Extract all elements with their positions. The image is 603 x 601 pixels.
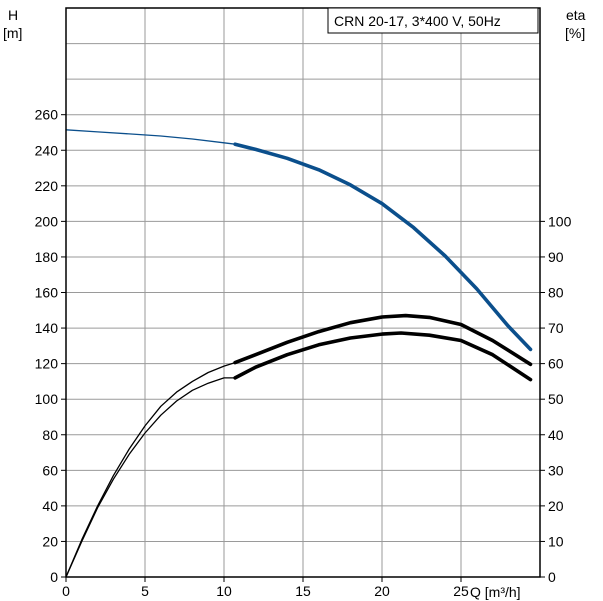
- y-axis-label-right: eta: [566, 7, 586, 23]
- series-2-operating-range: [233, 331, 533, 382]
- y-tick-label-right: 30: [548, 462, 564, 478]
- x-tick-label: 5: [141, 583, 149, 599]
- series-group: [65, 129, 533, 578]
- y-tick-label-left: 140: [35, 320, 59, 336]
- axes: 0 5 10 15 20 25020406080100120140160180200220…: [35, 107, 572, 599]
- title-frame: [327, 7, 539, 34]
- y-tick-label-left: 100: [35, 391, 59, 407]
- y-tick-label-left: 40: [42, 498, 58, 514]
- y-tick-label-left: 0: [50, 569, 58, 585]
- grid: [66, 8, 540, 577]
- y-tick-label-right: 50: [548, 391, 564, 407]
- y-tick-label-right: 40: [548, 427, 564, 443]
- y-tick-label-left: 260: [35, 107, 59, 123]
- y-tick-label-left: 80: [42, 427, 58, 443]
- y-tick-label-right: 60: [548, 356, 564, 372]
- chart-title: CRN 20-17, 3*400 V, 50Hz: [334, 13, 501, 29]
- y-tick-label-left: 200: [35, 213, 59, 229]
- y-axis-label-left: H: [8, 7, 18, 23]
- y-tick-label-right: 70: [548, 320, 564, 336]
- x-tick-label: 20: [374, 583, 390, 599]
- x-tick-label: 15: [295, 583, 311, 599]
- y-tick-label-left: 160: [35, 285, 59, 301]
- y-tick-label-right: 20: [548, 498, 564, 514]
- y-tick-label-right: 100: [548, 213, 572, 229]
- y-tick-label-left: 20: [42, 533, 58, 549]
- x-tick-label: 25: [453, 583, 469, 599]
- y-tick-label-right: 80: [548, 285, 564, 301]
- x-tick-label: 10: [216, 583, 232, 599]
- x-tick-label: 0: [62, 583, 70, 599]
- y-tick-label-right: 0: [548, 569, 556, 585]
- title-box: CRN 20-17, 3*400 V, 50Hz: [327, 7, 539, 34]
- y-tick-label-left: 180: [35, 249, 59, 265]
- x-axis-label: Q [m³/h]: [470, 584, 521, 600]
- y-axis-unit-right: [%]: [565, 25, 585, 41]
- y-axis-unit-left: [m]: [3, 25, 22, 41]
- y-tick-label-left: 120: [35, 356, 59, 372]
- y-tick-label-right: 90: [548, 249, 564, 265]
- y-tick-label-left: 240: [35, 142, 59, 158]
- series-1-operating-range: [233, 313, 533, 367]
- series-0-operating-range: [233, 142, 533, 352]
- y-tick-label-left: 220: [35, 178, 59, 194]
- y-tick-label-right: 10: [548, 533, 564, 549]
- y-tick-label-left: 60: [42, 462, 58, 478]
